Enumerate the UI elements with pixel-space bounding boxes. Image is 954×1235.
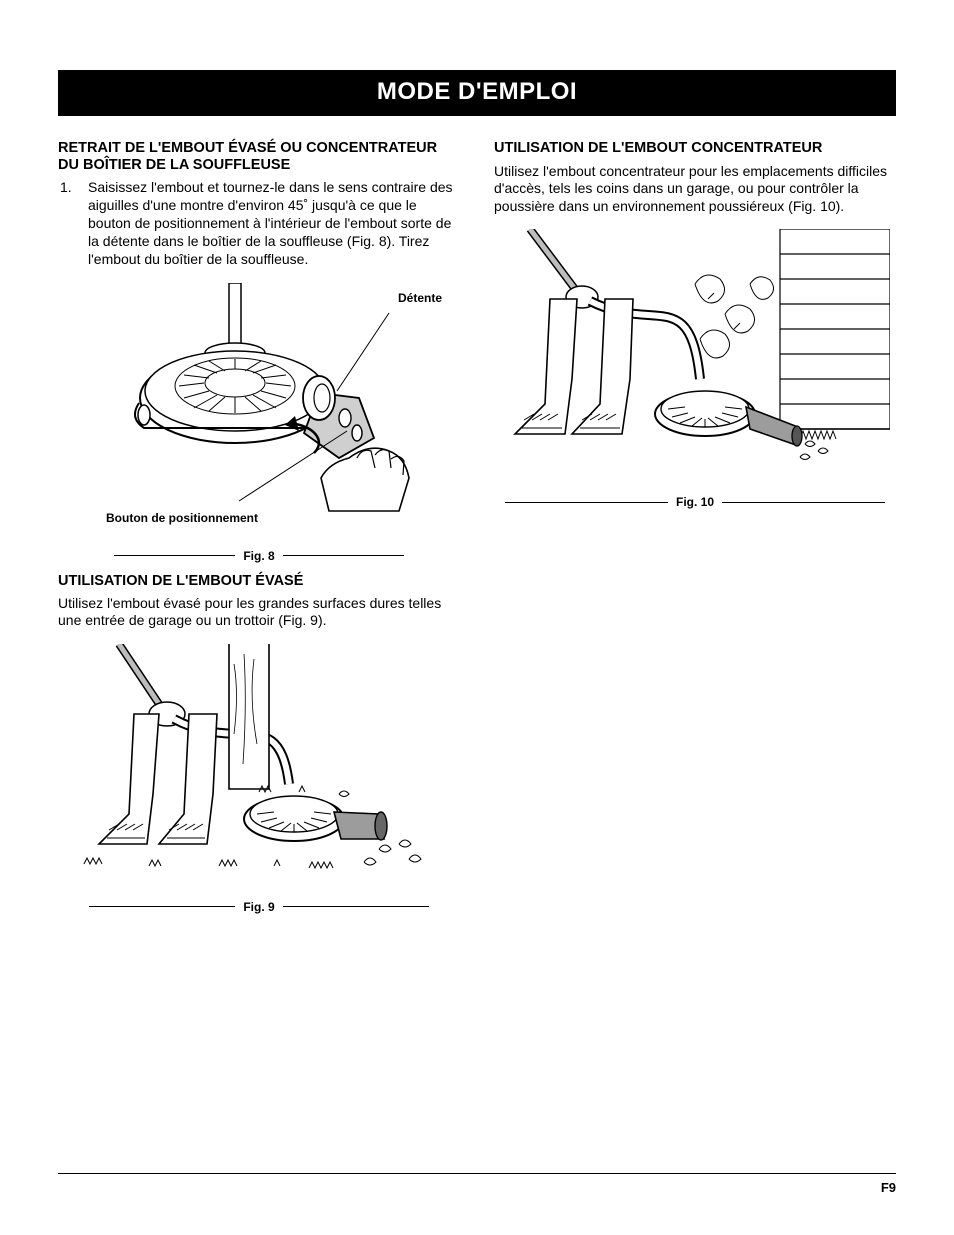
figure-10-container bbox=[494, 229, 896, 489]
fig9-caption: Fig. 9 bbox=[235, 900, 282, 914]
caption-rule bbox=[114, 555, 235, 556]
fig8-callout-detent: Détente bbox=[398, 291, 442, 305]
left-column: RETRAIT DE L'EMBOUT ÉVASÉ OU CONCENTRATE… bbox=[58, 140, 460, 914]
figure-9-illustration bbox=[79, 644, 439, 884]
page-title: MODE D'EMPLOI bbox=[377, 78, 577, 105]
section-heading-flared: UTILISATION DE L'EMBOUT ÉVASÉ bbox=[58, 573, 460, 589]
fig8-caption: Fig. 8 bbox=[235, 549, 282, 563]
step-text: Saisissez l'embout et tournez-le dans le… bbox=[88, 179, 453, 267]
caption-rule bbox=[89, 906, 235, 907]
step-number: 1. bbox=[60, 179, 72, 197]
right-column: UTILISATION DE L'EMBOUT CONCENTRATEUR Ut… bbox=[494, 140, 896, 914]
page-number: F9 bbox=[58, 1174, 896, 1195]
fig10-caption: Fig. 10 bbox=[668, 495, 722, 509]
caption-rule bbox=[283, 906, 429, 907]
page-title-bar: MODE D'EMPLOI bbox=[58, 70, 896, 116]
caption-rule bbox=[505, 502, 668, 503]
page-footer: F9 bbox=[58, 1173, 896, 1195]
fig10-caption-row: Fig. 10 bbox=[505, 495, 885, 509]
two-column-layout: RETRAIT DE L'EMBOUT ÉVASÉ OU CONCENTRATE… bbox=[58, 140, 896, 914]
caption-rule bbox=[283, 555, 404, 556]
figure-8-illustration bbox=[89, 283, 429, 513]
flared-para: Utilisez l'embout évasé pour les grandes… bbox=[58, 595, 460, 630]
page-root: MODE D'EMPLOI RETRAIT DE L'EMBOUT ÉVASÉ … bbox=[0, 0, 954, 1235]
figure-10-illustration bbox=[500, 229, 890, 479]
section-heading-concentrator: UTILISATION DE L'EMBOUT CONCENTRATEUR bbox=[494, 140, 896, 157]
list-item: 1. Saisissez l'embout et tournez-le dans… bbox=[88, 179, 460, 269]
caption-rule bbox=[722, 502, 885, 503]
fig8-caption-row: Fig. 8 bbox=[114, 549, 404, 563]
figure-8-container: Détente bbox=[58, 283, 460, 543]
removal-steps-list: 1. Saisissez l'embout et tournez-le dans… bbox=[58, 179, 460, 269]
figure-9-container bbox=[58, 644, 460, 894]
fig8-callout-button: Bouton de positionnement bbox=[106, 511, 258, 525]
section-heading-removal: RETRAIT DE L'EMBOUT ÉVASÉ OU CONCENTRATE… bbox=[58, 140, 460, 173]
concentrator-para: Utilisez l'embout concentrateur pour les… bbox=[494, 163, 896, 216]
fig9-caption-row: Fig. 9 bbox=[89, 900, 429, 914]
